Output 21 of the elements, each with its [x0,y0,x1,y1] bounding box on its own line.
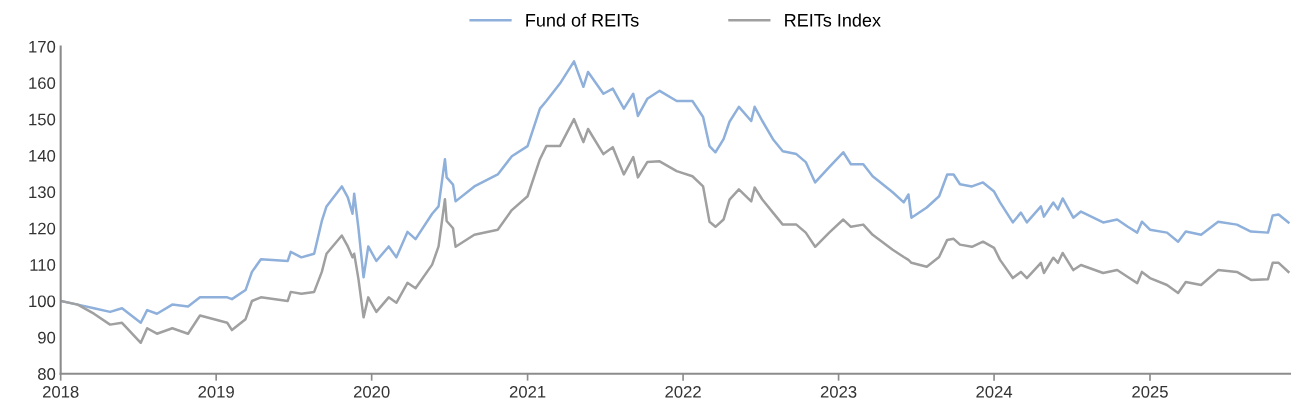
legend-label: Fund of REITs [526,13,639,27]
y-tick-label: 90 [38,331,56,344]
y-tick-label: 160 [29,77,56,90]
y-tick-label: 110 [30,259,56,271]
y-tick-label: 170 [29,40,56,53]
x-tick-label: 2020 [353,385,390,398]
y-tick-label: 120 [29,222,56,235]
x-tick-label: 2025 [1132,385,1168,398]
y-tick-label: 140 [29,149,56,162]
y-tick-label: 130 [29,186,56,199]
x-tick-label: 2024 [976,385,1013,398]
y-tick-label: 80 [38,368,56,380]
x-tick-label: 2018 [42,385,79,398]
y-tick-label: 100 [29,295,56,308]
y-tick-label: 150 [29,113,56,126]
x-tick-label: 2022 [665,385,701,398]
x-tick-label: 2021 [509,385,546,398]
line-series [60,117,1290,345]
legend-label: REITs Index [785,13,881,27]
x-tick-label: 2023 [820,385,857,398]
x-tick-label: 2019 [198,385,234,398]
